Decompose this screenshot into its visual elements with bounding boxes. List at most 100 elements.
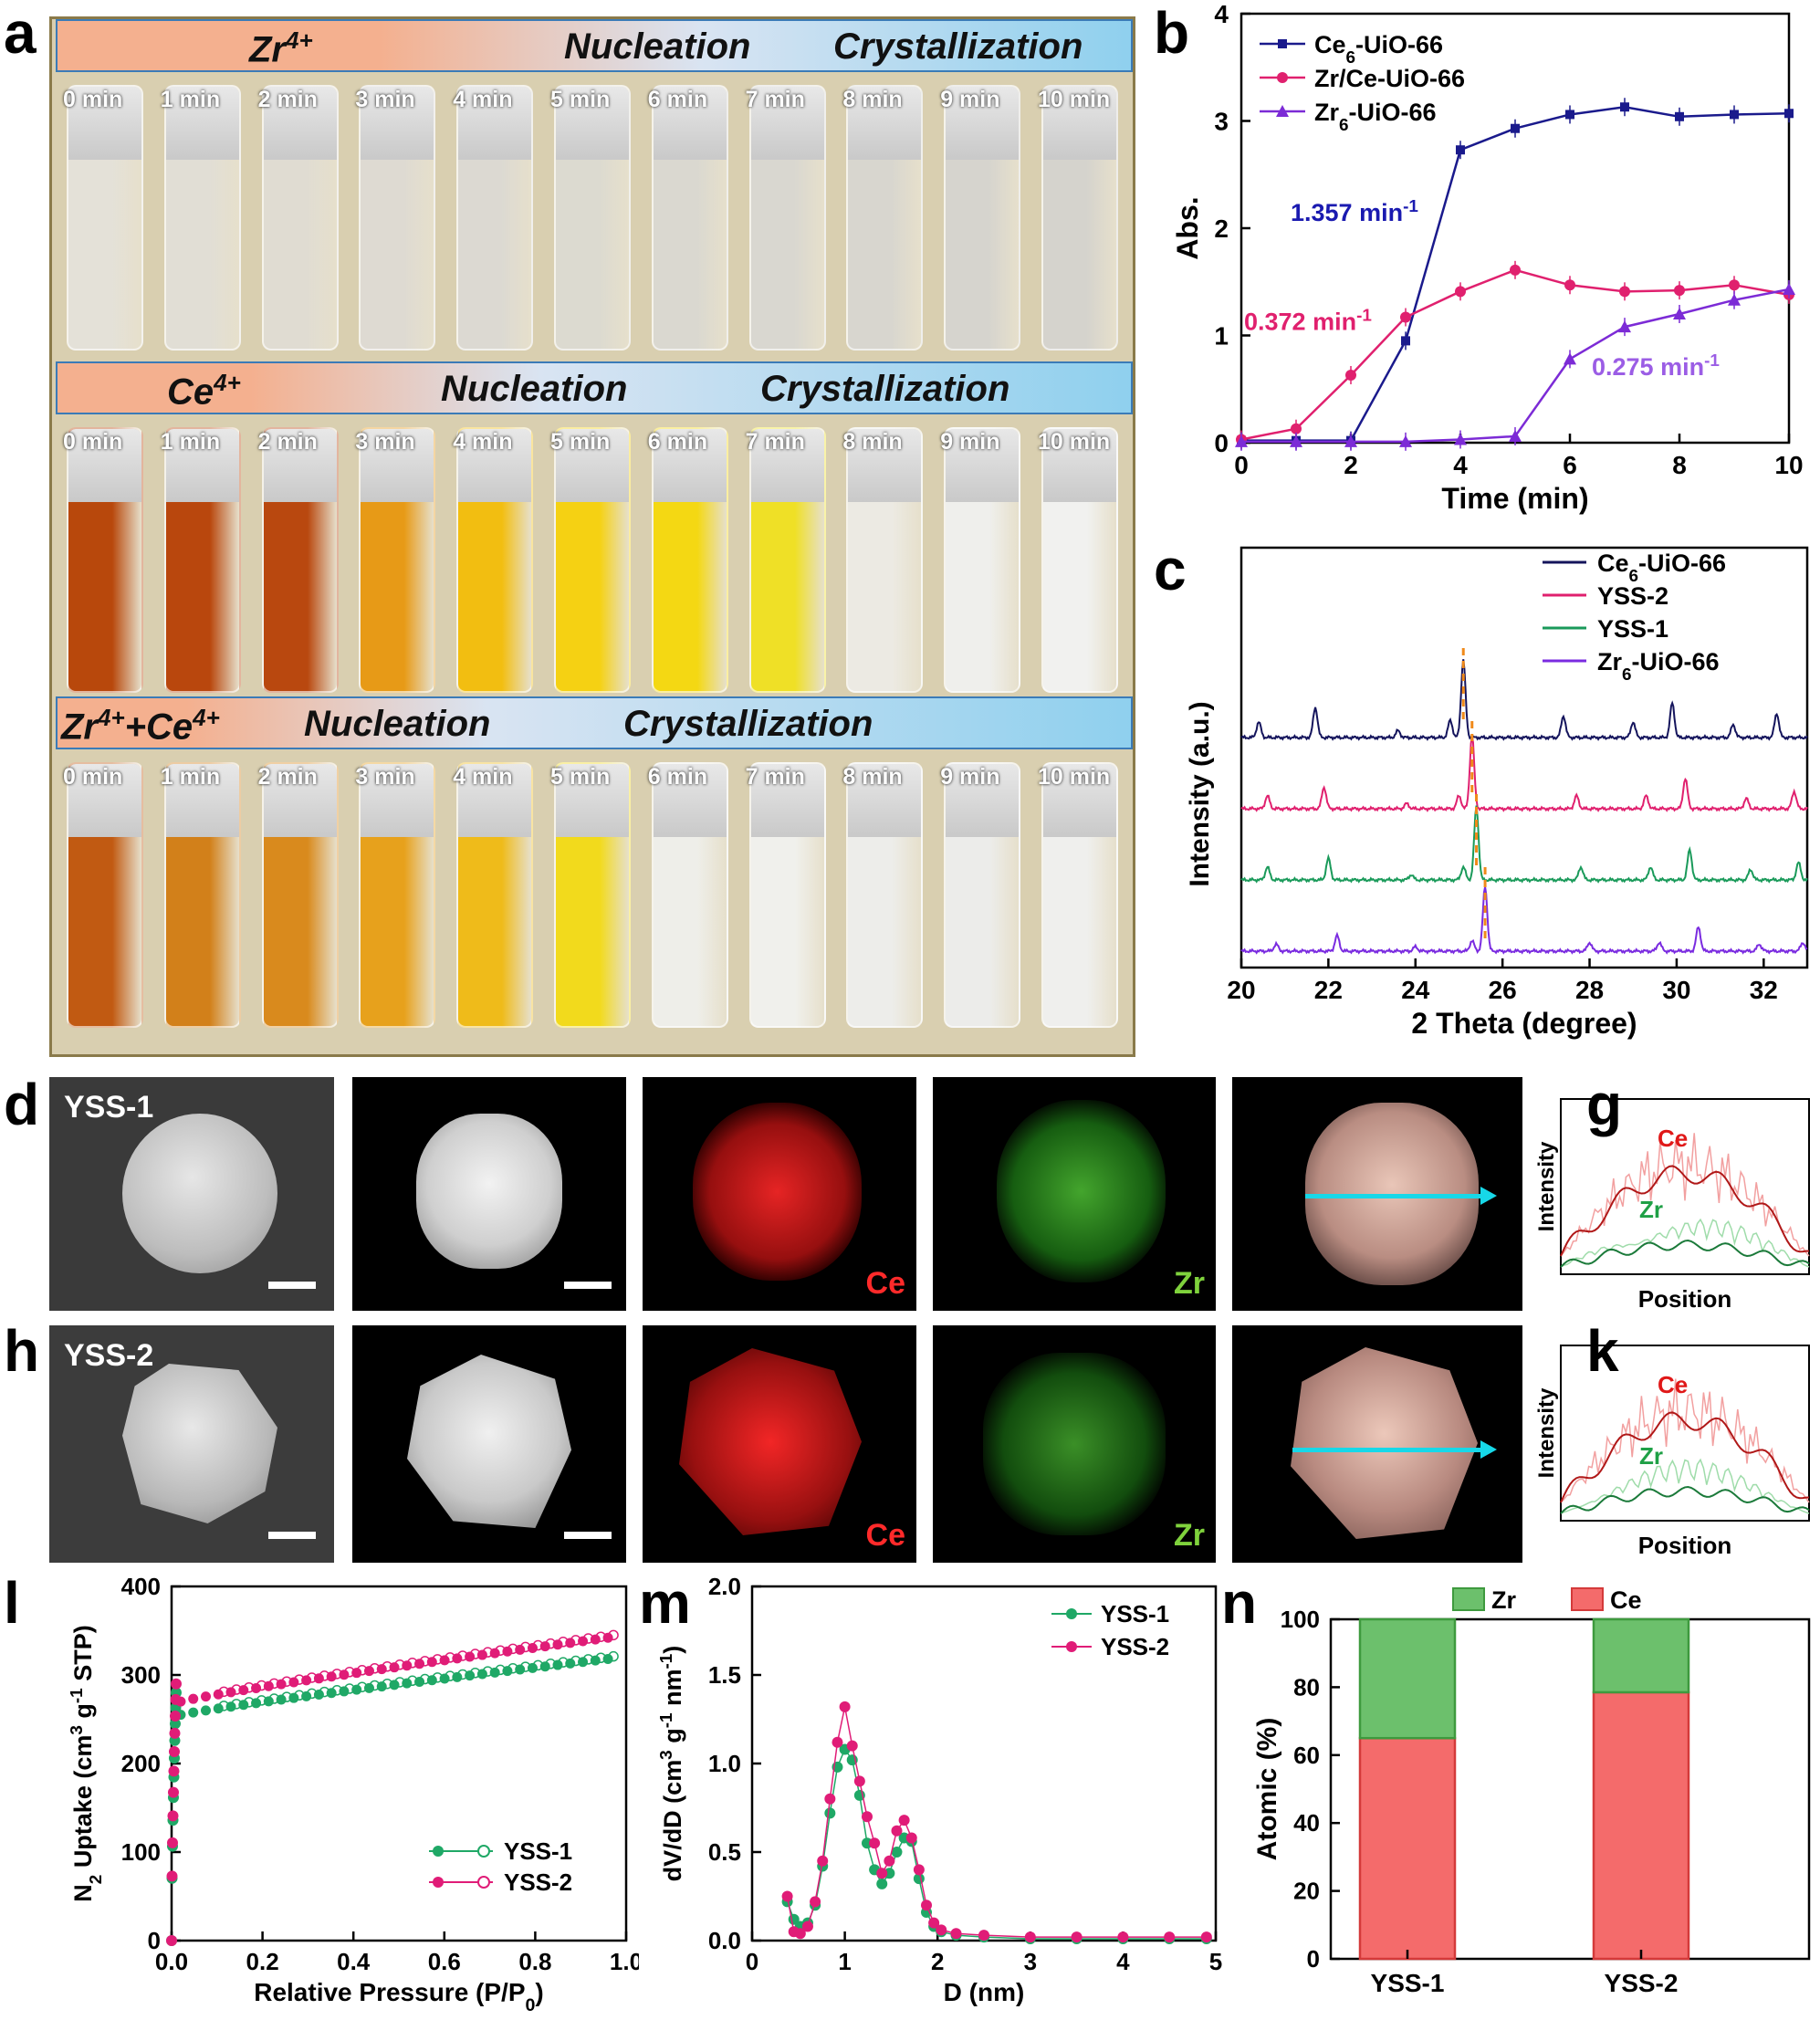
adsorption-point bbox=[489, 1648, 500, 1659]
adsorption-point bbox=[476, 1649, 487, 1660]
panel-letter-c: c bbox=[1154, 537, 1187, 602]
scale-bar bbox=[564, 1282, 612, 1289]
time-label: 4 min bbox=[453, 87, 513, 112]
x-axis-label: Time (min) bbox=[1441, 482, 1588, 515]
scale-bar bbox=[268, 1282, 316, 1289]
time-label: 2 min bbox=[257, 764, 318, 790]
adsorption-point bbox=[539, 1641, 550, 1652]
panel-letter-a: a bbox=[4, 0, 37, 66]
vial-photograph: Zr4+ Nucleation Crystallization 0 min 1 min 2… bbox=[49, 16, 1135, 1057]
vial-cap bbox=[653, 764, 727, 838]
vial bbox=[846, 427, 924, 693]
legend-label: Ce6-UiO-66 bbox=[1597, 549, 1726, 586]
legend-label: Zr/Ce-UiO-66 bbox=[1314, 65, 1465, 92]
stage-bar: Zr4+ Nucleation Crystallization bbox=[56, 19, 1133, 72]
vial-cap bbox=[458, 764, 532, 838]
data-point bbox=[794, 1928, 806, 1940]
y-tick-label: 1.5 bbox=[708, 1661, 741, 1689]
time-label: 8 min bbox=[842, 429, 903, 455]
adsorption-point bbox=[251, 1698, 262, 1709]
data-point bbox=[1399, 434, 1412, 447]
vial bbox=[67, 427, 143, 693]
xrd-pattern bbox=[1240, 659, 1808, 741]
data-point bbox=[1618, 320, 1631, 333]
adsorption-point bbox=[351, 1684, 362, 1695]
adsorption-point bbox=[288, 1677, 299, 1688]
time-label: 3 min bbox=[355, 87, 415, 112]
zr-distribution bbox=[997, 1100, 1166, 1282]
adsorption-point bbox=[465, 1651, 476, 1662]
panel-letter-d: d bbox=[4, 1072, 40, 1137]
x-axis-label: Position bbox=[1638, 1532, 1732, 1559]
adsorption-point bbox=[527, 1642, 538, 1653]
crystallization-label: Crystallization bbox=[833, 26, 1083, 67]
adsorption-point bbox=[168, 1765, 180, 1777]
time-label: 10 min bbox=[1038, 429, 1111, 455]
data-point bbox=[898, 1815, 910, 1826]
adsorption-point bbox=[200, 1705, 211, 1716]
data-point bbox=[1071, 1931, 1083, 1943]
vial bbox=[944, 427, 1021, 693]
y-tick-label: 300 bbox=[121, 1661, 161, 1689]
legend-label: YSS-2 bbox=[504, 1868, 572, 1896]
data-point bbox=[891, 1847, 903, 1858]
adsorption-point bbox=[301, 1690, 312, 1701]
adsorption-point bbox=[169, 1727, 181, 1739]
data-point bbox=[1511, 123, 1520, 133]
ce-distribution bbox=[693, 1103, 862, 1281]
adsorption-point bbox=[200, 1691, 211, 1702]
stage-bar: Ce4+ Nucleation Crystallization bbox=[56, 361, 1133, 414]
vial bbox=[261, 762, 339, 1028]
data-point bbox=[1619, 286, 1630, 298]
adsorption-point bbox=[326, 1671, 337, 1682]
adsorption-point bbox=[313, 1690, 324, 1701]
vial-cap bbox=[946, 429, 1020, 503]
time-label: 2 min bbox=[257, 87, 318, 112]
data-point bbox=[1200, 1931, 1212, 1943]
time-label: 2 min bbox=[257, 429, 318, 455]
y-tick-label: 400 bbox=[121, 1575, 161, 1600]
y-axis-label: Abs. bbox=[1171, 196, 1204, 259]
sem-image-yss-1: YSS-1 bbox=[49, 1077, 334, 1311]
data-point bbox=[950, 1928, 962, 1940]
data-point bbox=[1344, 434, 1357, 447]
adsorption-point bbox=[251, 1682, 262, 1693]
vial bbox=[456, 762, 534, 1028]
data-point bbox=[869, 1837, 881, 1849]
x-axis-label: Relative Pressure (P/P0) bbox=[254, 1978, 544, 2015]
vial-cap bbox=[361, 764, 434, 838]
plot-frame bbox=[1560, 1345, 1810, 1522]
sem-image-yss-2: YSS-2 bbox=[49, 1325, 334, 1563]
vial-cap bbox=[556, 87, 629, 161]
time-label: 9 min bbox=[940, 429, 1000, 455]
adsorption-point bbox=[175, 1696, 186, 1707]
vial-cap bbox=[653, 87, 727, 161]
adsorption-point bbox=[166, 1837, 178, 1848]
time-label: 1 min bbox=[160, 87, 221, 112]
x-tick-label: 2 bbox=[1344, 451, 1358, 479]
time-label: 0 min bbox=[63, 87, 123, 112]
data-point bbox=[1291, 423, 1302, 434]
panel-letter-g: g bbox=[1586, 1072, 1623, 1137]
time-label: 1 min bbox=[160, 429, 221, 455]
x-tick-label: 10 bbox=[1774, 451, 1803, 479]
data-point bbox=[1620, 102, 1629, 112]
vial bbox=[748, 85, 826, 351]
x-tick-label: 0.6 bbox=[428, 1948, 461, 1975]
adsorption-point bbox=[502, 1666, 513, 1677]
ce-distribution bbox=[679, 1348, 862, 1535]
particle-polyhedron bbox=[122, 1364, 277, 1523]
vial bbox=[554, 762, 631, 1028]
chart-n-atomic: 0 20 40 60 80 100 Atomic (%) YSS-1 YSS-2 Zr Ce bbox=[1252, 1586, 1811, 1997]
data-point bbox=[1783, 282, 1795, 295]
adsorption-point bbox=[402, 1678, 413, 1689]
legend-marker bbox=[1277, 72, 1288, 83]
line-profile-yss-2: Ce Zr Position Intensity bbox=[1534, 1345, 1810, 1559]
adsorption-point bbox=[166, 1935, 177, 1946]
adsorption-point bbox=[565, 1658, 576, 1669]
panel-letter-n: n bbox=[1221, 1570, 1258, 1636]
line-scan-arrow bbox=[1292, 1448, 1484, 1452]
vial bbox=[651, 427, 728, 693]
adsorption-point bbox=[552, 1639, 563, 1650]
data-point bbox=[1673, 308, 1686, 319]
